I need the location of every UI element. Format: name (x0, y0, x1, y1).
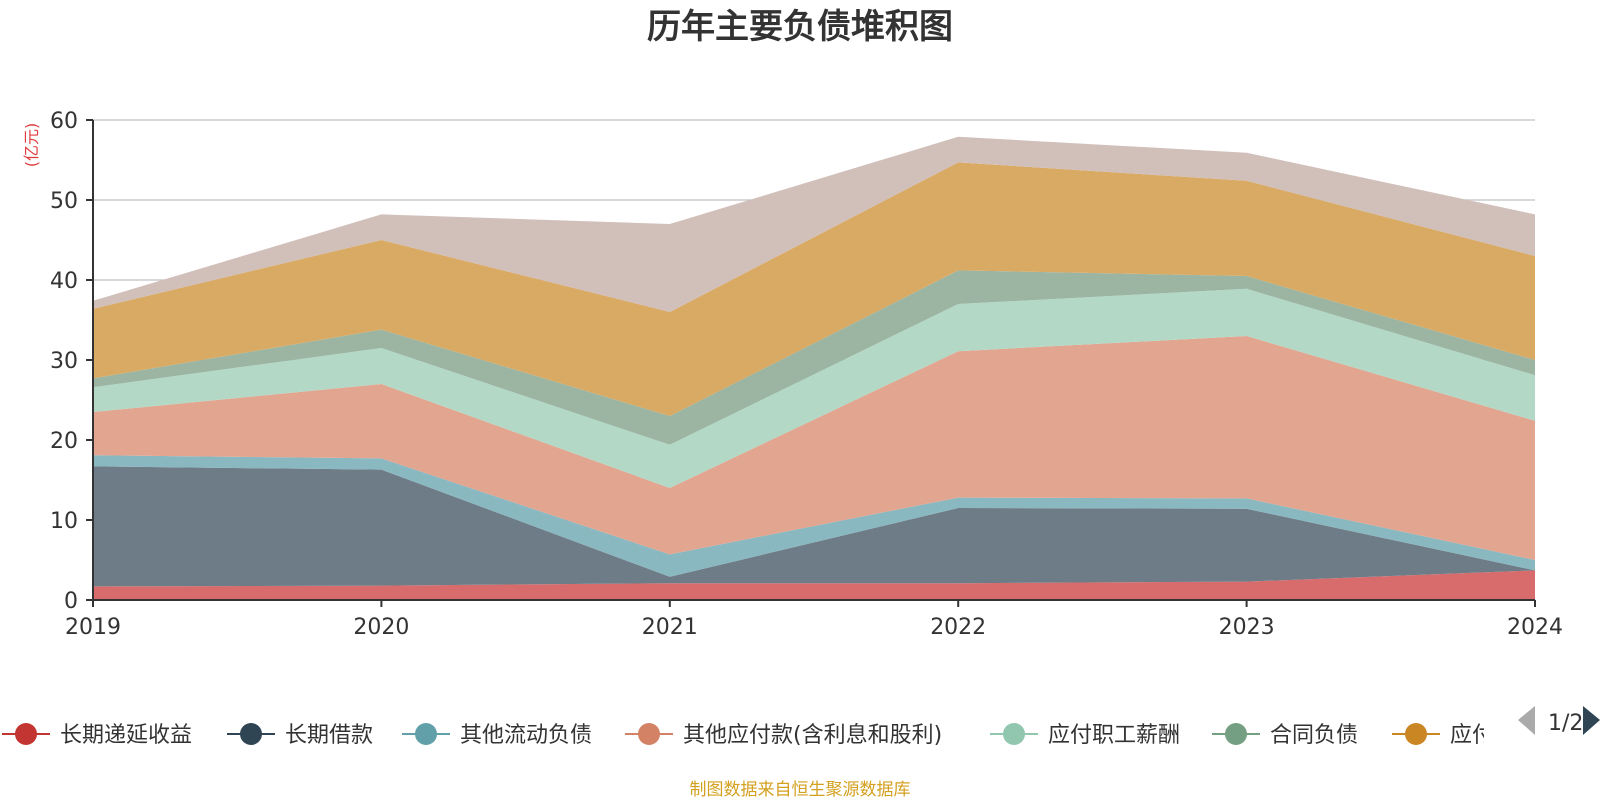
legend-item[interactable]: 其他流动负债 (402, 723, 592, 748)
y-axis-unit-label: (亿元) (22, 123, 41, 168)
y-tick-label: 40 (50, 269, 78, 294)
area-应付账款[interactable] (93, 162, 1535, 416)
x-tick-label: 2022 (930, 615, 986, 640)
area-series-group (93, 136, 1535, 600)
legend-marker (1225, 723, 1247, 745)
area-其他流动负债[interactable] (93, 455, 1535, 577)
y-tick-label: 10 (50, 509, 78, 534)
x-tick-label: 2024 (1507, 615, 1563, 640)
legend-item[interactable]: 应付职工薪酬 (990, 723, 1180, 748)
legend[interactable]: 长期递延收益 长期借款 其他流动负债 其他应付款(含利息和股利) 应付职工薪酬 合同负债 应… (2, 723, 1494, 748)
legend-label: 其他流动负债 (460, 723, 592, 748)
area-其他[interactable] (93, 136, 1535, 312)
legend-label: 长期递延收益 (60, 723, 192, 748)
legend-label: 应付 (1450, 723, 1494, 748)
legend-item[interactable]: 应付 (1392, 723, 1494, 748)
legend-label: 应付职工薪酬 (1048, 723, 1180, 748)
x-tick-label: 2023 (1219, 615, 1275, 640)
x-tick-label: 2019 (65, 615, 121, 640)
legend-pager: 1/2 (1518, 706, 1600, 736)
legend-items: 长期递延收益 长期借款 其他流动负债 其他应付款(含利息和股利) 应付职工薪酬 合同负债 应… (2, 723, 1494, 748)
legend-marker (240, 723, 262, 745)
x-tick-label: 2021 (642, 615, 698, 640)
area-应付职工薪酬[interactable] (93, 288, 1535, 488)
y-tick-label: 0 (64, 589, 78, 614)
area-长期借款[interactable] (93, 466, 1535, 587)
chart-title: 历年主要负债堆积图 (647, 7, 953, 47)
legend-prev-page-icon[interactable] (1518, 706, 1535, 735)
legend-marker (1405, 723, 1427, 745)
legend-item[interactable]: 其他应付款(含利息和股利) (625, 723, 942, 748)
y-axis-ticks: 0 10 20 30 40 50 60 (50, 109, 93, 614)
x-tick-label: 2020 (353, 615, 409, 640)
legend-item[interactable]: 长期递延收益 (2, 723, 192, 748)
legend-marker (15, 723, 37, 745)
legend-label: 其他应付款(含利息和股利) (683, 723, 942, 748)
legend-marker (415, 723, 437, 745)
area-长期递延收益[interactable] (93, 570, 1535, 600)
y-tick-label: 20 (50, 429, 78, 454)
y-tick-label: 50 (50, 189, 78, 214)
legend-page-indicator: 1/2 (1548, 711, 1583, 736)
legend-next-page-icon[interactable] (1583, 706, 1600, 735)
y-tick-label: 30 (50, 349, 78, 374)
y-tick-label: 60 (50, 109, 78, 134)
legend-marker (1003, 723, 1025, 745)
legend-marker (638, 723, 660, 745)
legend-item[interactable]: 长期借款 (227, 723, 373, 748)
area-其他应付款(含利息和股利)[interactable] (93, 336, 1535, 560)
x-axis-ticks: 2019 2020 2021 2022 2023 2024 (65, 600, 1563, 640)
legend-label: 长期借款 (285, 723, 373, 748)
legend-item[interactable]: 合同负债 (1212, 723, 1358, 748)
area-合同负债[interactable] (93, 270, 1535, 445)
legend-label: 合同负债 (1270, 723, 1358, 748)
data-source-note: 制图数据来自恒生聚源数据库 (690, 780, 911, 800)
